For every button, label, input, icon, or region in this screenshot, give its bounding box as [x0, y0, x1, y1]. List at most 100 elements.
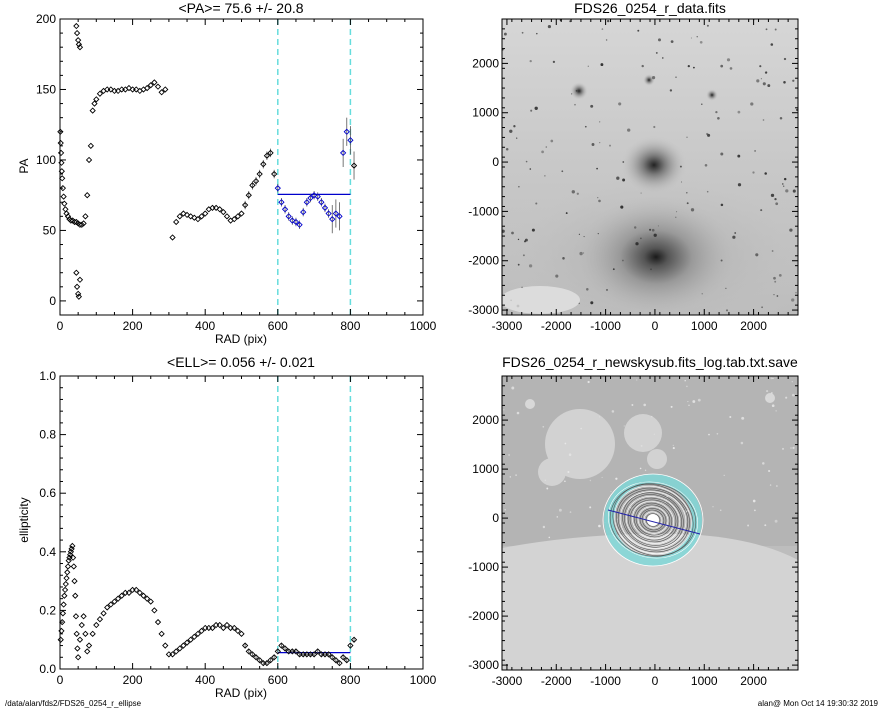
image1-star — [778, 274, 782, 277]
image2-star — [546, 487, 549, 490]
ell-y-tick-label: 0.2 — [39, 603, 56, 617]
image1-star — [750, 102, 754, 106]
ell-y-label: ellipticity — [17, 497, 31, 542]
ell-data-point — [69, 554, 77, 561]
pa-data-point — [180, 210, 187, 217]
pa-data-point — [187, 213, 194, 220]
image2-star — [771, 404, 775, 408]
image1-star — [726, 58, 731, 62]
ell-data-point — [69, 542, 76, 550]
pa-data-point — [347, 137, 354, 144]
image2-star — [542, 525, 546, 529]
image2-star — [568, 453, 572, 456]
ell-data-point — [154, 618, 162, 626]
image2-isophote — [632, 500, 674, 540]
image1-star — [795, 292, 797, 294]
image1-star — [653, 125, 656, 129]
img1-y-tick-label: -2000 — [468, 254, 499, 268]
image1-star — [737, 154, 741, 158]
ell-frame — [59, 375, 424, 670]
image1-star — [565, 212, 568, 215]
image2-star — [762, 462, 765, 465]
image2-mask-disc — [538, 458, 566, 486]
ell-data-point — [82, 630, 89, 637]
ell-x-tick-label: 600 — [268, 673, 288, 687]
img2-y-tick-label: -2000 — [468, 609, 499, 623]
image2-star — [556, 516, 559, 518]
image1-star — [544, 175, 546, 177]
ell-data-point — [158, 630, 165, 637]
image2-star — [610, 490, 612, 493]
image1-star — [541, 150, 544, 154]
image1-star — [720, 203, 724, 207]
image2-galaxy-core — [647, 514, 659, 526]
ell-data-point — [234, 627, 242, 635]
ell-data-point — [78, 621, 85, 629]
image1-star — [717, 116, 720, 120]
ell-data-point — [71, 577, 78, 585]
pa-x-tick-label: 1000 — [410, 319, 437, 333]
pa-data-point — [82, 213, 89, 220]
img1-x-tick-label: 2000 — [740, 319, 767, 333]
pa-data-point — [332, 210, 340, 217]
ell-data-point — [314, 648, 321, 655]
pa-data-point — [84, 192, 91, 199]
ell-data-point — [347, 642, 354, 649]
pa-data-point — [223, 213, 231, 220]
footer-user-date: alan@ Mon Oct 14 19:30:32 2019 — [758, 699, 879, 708]
pa-data-point — [321, 204, 329, 212]
image1-star — [535, 202, 538, 205]
image1-star — [783, 81, 786, 84]
image1-star — [776, 295, 779, 297]
image2-star — [790, 447, 792, 449]
image2-isophote — [602, 473, 704, 567]
image2-isophote — [617, 489, 689, 551]
image1-star — [761, 306, 763, 309]
image2-star — [580, 427, 583, 430]
image2-star — [516, 411, 520, 415]
image1-star — [686, 191, 688, 194]
image1-star — [601, 28, 604, 30]
image1-star — [622, 259, 624, 262]
image1-star — [657, 38, 662, 42]
ell-data-point — [245, 648, 252, 655]
image1-star — [690, 208, 695, 212]
image1-star — [756, 79, 760, 83]
ell-data-point — [336, 660, 343, 667]
image2-star — [598, 416, 600, 418]
image2-star — [515, 474, 517, 476]
ell-data-point — [76, 636, 84, 643]
image2-star — [764, 524, 767, 527]
image2-star — [775, 410, 777, 412]
ell-data-point — [350, 636, 358, 643]
image2-pa-line — [607, 509, 701, 535]
image2-star — [589, 506, 592, 509]
image1-star — [561, 170, 564, 173]
image1-star — [774, 197, 777, 201]
pa-data-point — [310, 192, 318, 199]
image2-star — [688, 404, 690, 406]
image1-star — [779, 116, 783, 120]
image2-star — [644, 469, 647, 471]
pa-data-point — [256, 170, 263, 178]
image1-star — [693, 66, 695, 69]
pa-data-point — [314, 193, 321, 200]
image1-star — [574, 103, 576, 106]
pa-data-point — [133, 86, 140, 93]
ell-data-point — [111, 598, 118, 605]
img2-y-tick-label: 0 — [492, 511, 499, 525]
image1-star — [555, 274, 559, 278]
image1-star — [792, 79, 795, 82]
image1-star — [503, 32, 507, 36]
image1-star — [704, 164, 708, 167]
image2-star — [548, 536, 551, 539]
ell-data-point — [114, 595, 122, 602]
pa-data-point — [307, 194, 314, 202]
pa-data-point — [75, 41, 83, 48]
image1-star — [590, 104, 594, 108]
pa-data-point — [60, 193, 67, 200]
image1-main-galaxy — [576, 197, 736, 315]
image1-star — [599, 141, 601, 144]
image1-star — [773, 276, 776, 280]
img2-x-tick-label: 2000 — [740, 674, 767, 688]
